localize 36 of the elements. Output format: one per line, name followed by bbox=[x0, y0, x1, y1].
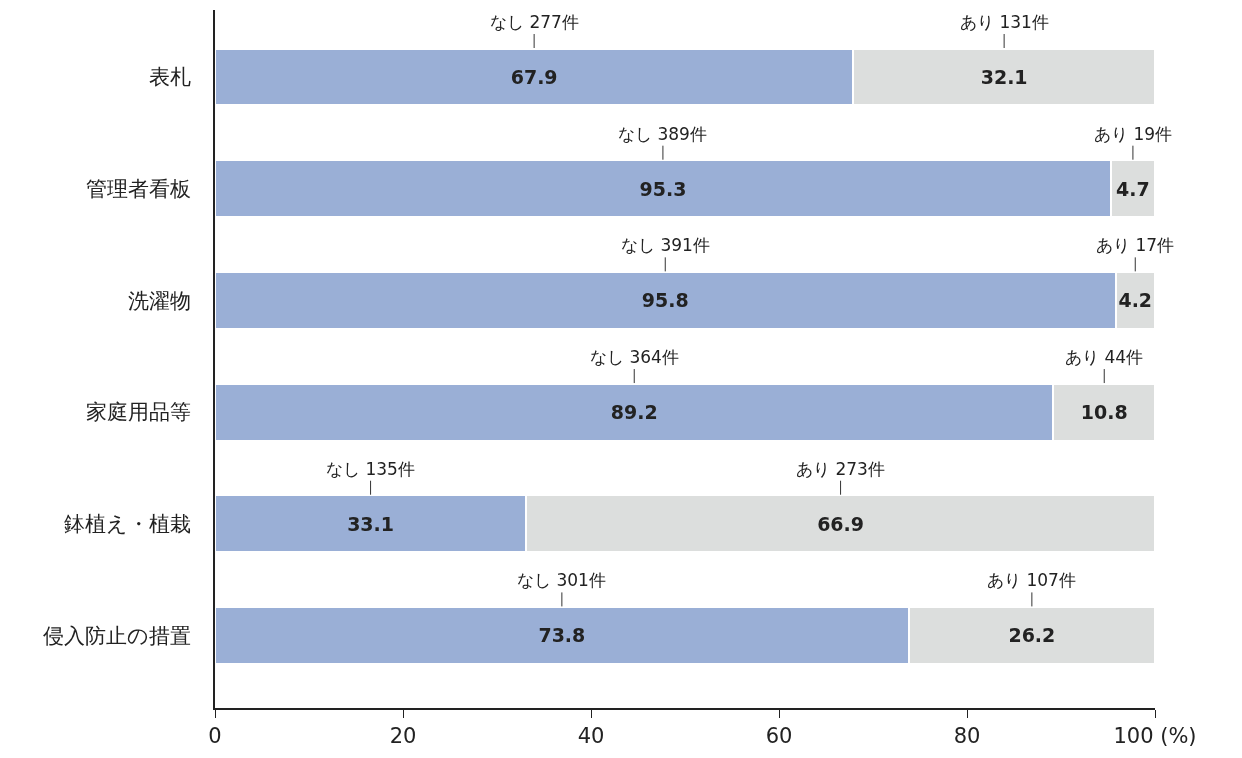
x-tick-label: 100 (%) bbox=[1113, 723, 1197, 748]
y-tick-label: 洗濯物 bbox=[128, 288, 192, 313]
x-tick-label: 40 bbox=[577, 723, 605, 748]
data-label: 4.7 bbox=[1116, 177, 1150, 200]
y-tick-label: 管理者看板 bbox=[86, 177, 192, 202]
x-tick-label: 80 bbox=[953, 723, 981, 748]
annotation: なし 277件 bbox=[490, 12, 579, 32]
data-label: 26.2 bbox=[1008, 624, 1056, 647]
data-label: 32.1 bbox=[980, 66, 1028, 89]
data-label: 4.2 bbox=[1118, 289, 1152, 312]
annotation: あり 44件 bbox=[1065, 347, 1144, 367]
x-tick-label: 60 bbox=[765, 723, 793, 748]
y-tick-label: 侵入防止の措置 bbox=[43, 623, 192, 648]
y-tick-label: 鉢植え・植栽 bbox=[64, 512, 192, 537]
data-label: 10.8 bbox=[1080, 401, 1128, 424]
data-label: 66.9 bbox=[817, 512, 865, 535]
data-label: 95.8 bbox=[641, 289, 689, 312]
data-label: 33.1 bbox=[347, 512, 395, 535]
annotation: なし 391件 bbox=[621, 235, 710, 255]
annotation: あり 107件 bbox=[987, 570, 1076, 590]
annotation: なし 364件 bbox=[590, 347, 679, 367]
annotation: あり 273件 bbox=[796, 459, 885, 479]
annotation: なし 389件 bbox=[618, 124, 707, 144]
x-tick-label: 0 bbox=[208, 723, 222, 748]
data-label: 89.2 bbox=[610, 401, 658, 424]
annotation: あり 131件 bbox=[960, 12, 1049, 32]
data-label: 67.9 bbox=[510, 66, 558, 89]
annotation: あり 19件 bbox=[1094, 124, 1173, 144]
y-tick-label: 表札 bbox=[149, 65, 192, 90]
data-label: 73.8 bbox=[538, 624, 586, 647]
annotation: なし 301件 bbox=[517, 570, 606, 590]
annotation: なし 135件 bbox=[326, 459, 415, 479]
data-label: 95.3 bbox=[639, 177, 687, 200]
x-tick-label: 20 bbox=[389, 723, 417, 748]
annotation: あり 17件 bbox=[1096, 235, 1175, 255]
y-tick-label: 家庭用品等 bbox=[86, 400, 192, 425]
